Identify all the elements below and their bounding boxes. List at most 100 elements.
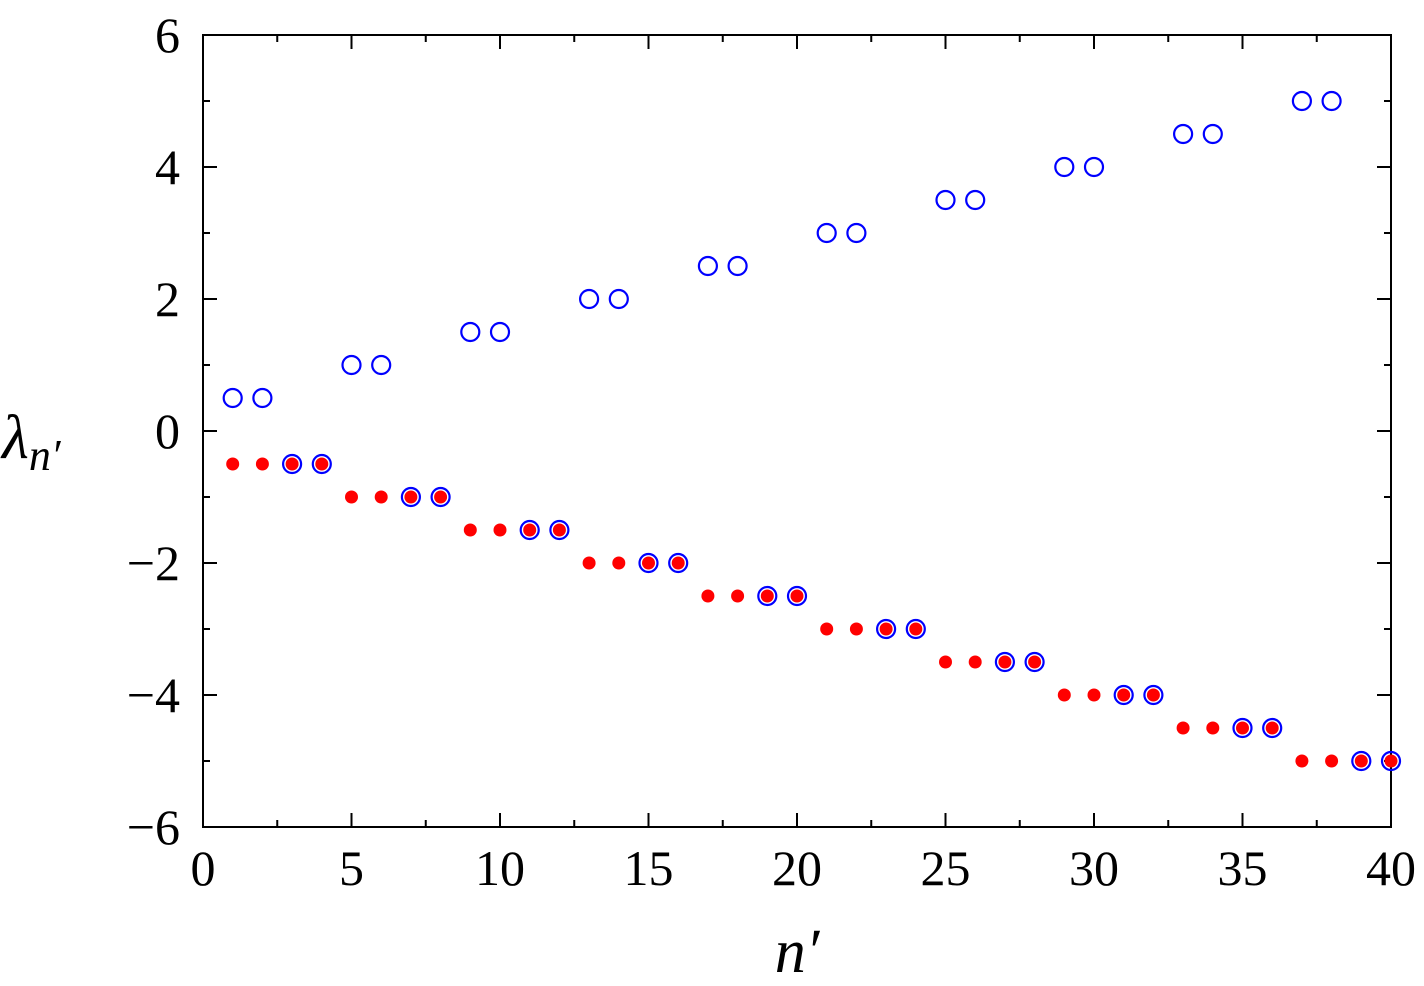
y-axis-label: λn′ (0, 404, 62, 480)
point (1232, 717, 1253, 739)
point (760, 589, 774, 603)
x-tick-label: 35 (1218, 840, 1268, 896)
point (552, 523, 566, 537)
point (1057, 688, 1071, 702)
point (1143, 684, 1164, 706)
point (400, 486, 421, 508)
x-tick-label: 25 (921, 840, 971, 896)
point (1146, 688, 1160, 702)
point (638, 552, 659, 574)
x-tick-label: 15 (624, 840, 674, 896)
x-tick-label: 20 (772, 840, 822, 896)
point (1325, 754, 1339, 768)
point (1028, 655, 1042, 669)
x-tick-label: 0 (191, 840, 216, 896)
point (875, 618, 897, 640)
point (879, 622, 893, 636)
point (226, 457, 240, 471)
point (430, 486, 451, 508)
point (697, 255, 719, 277)
point (935, 189, 956, 211)
point (1054, 156, 1075, 178)
point (1384, 754, 1398, 768)
point (1024, 651, 1045, 673)
plot-frame (202, 34, 1392, 828)
point (1354, 754, 1368, 768)
point (345, 490, 358, 504)
point (523, 523, 537, 537)
point (1206, 721, 1220, 735)
point (1321, 90, 1342, 112)
point (790, 589, 804, 603)
point (341, 354, 362, 376)
point (404, 490, 418, 504)
point (1295, 754, 1309, 768)
point (252, 387, 273, 409)
point (820, 622, 834, 636)
point (968, 655, 982, 669)
point (1262, 717, 1283, 739)
point (608, 288, 629, 310)
point (315, 457, 329, 471)
point (1265, 721, 1279, 735)
y-tick-label: 0 (155, 403, 180, 459)
point (493, 523, 507, 537)
x-axis-label: n′ (775, 918, 821, 986)
y-tick-label: −4 (127, 667, 180, 723)
point (612, 556, 626, 570)
point (578, 288, 600, 310)
point (282, 453, 303, 475)
y-tick-label: 2 (155, 271, 180, 327)
point (519, 519, 540, 541)
point (701, 589, 715, 603)
point (460, 321, 481, 343)
point (1083, 156, 1105, 178)
point (255, 457, 269, 471)
point (965, 189, 986, 211)
point (434, 490, 448, 504)
point (849, 622, 863, 636)
y-axis-label-main: λ (0, 404, 29, 472)
point (846, 222, 867, 244)
point (668, 552, 689, 574)
point (786, 585, 808, 607)
point (1236, 721, 1249, 735)
point (1202, 123, 1223, 145)
point (489, 321, 511, 343)
x-tick-label: 10 (475, 840, 525, 896)
point (727, 255, 748, 277)
point (1172, 123, 1194, 145)
point (939, 655, 952, 669)
point (671, 556, 685, 570)
point (905, 618, 926, 640)
point (998, 655, 1012, 669)
point (311, 453, 332, 475)
point (582, 556, 596, 570)
y-tick-label: −6 (127, 799, 180, 855)
point (757, 585, 778, 607)
point (1291, 90, 1313, 112)
point (371, 354, 392, 376)
point (1351, 750, 1372, 772)
point (463, 523, 477, 537)
point (222, 387, 243, 409)
point (285, 457, 299, 471)
point (1380, 750, 1402, 772)
point (1176, 721, 1190, 735)
point (374, 490, 388, 504)
point (1117, 688, 1131, 702)
x-tick-label: 30 (1069, 840, 1119, 896)
y-tick-label: 6 (155, 7, 180, 63)
point (642, 556, 655, 570)
x-tick-label: 40 (1366, 840, 1416, 896)
point (731, 589, 745, 603)
point (909, 622, 923, 636)
y-axis-label-sub: n′ (29, 431, 62, 480)
x-tick-label: 5 (339, 840, 364, 896)
point (549, 519, 570, 541)
y-tick-label: −2 (127, 535, 180, 591)
point (816, 222, 837, 244)
point (1087, 688, 1101, 702)
point (994, 651, 1016, 673)
